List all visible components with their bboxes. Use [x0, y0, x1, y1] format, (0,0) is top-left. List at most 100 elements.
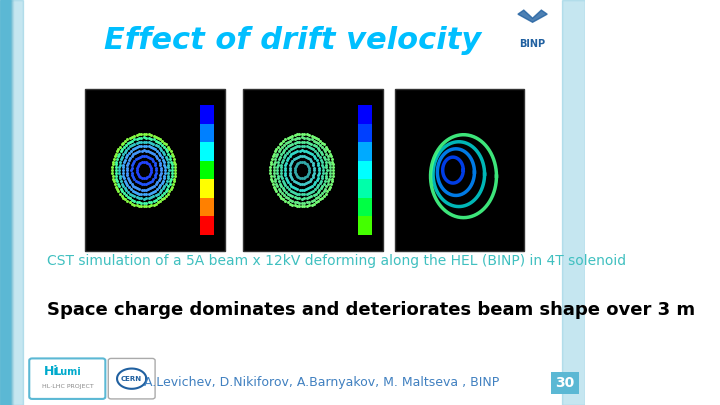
Point: [269, 161, 280, 168]
Point: [279, 182, 291, 189]
Bar: [19, 0, 22, 405]
Point: [288, 156, 300, 162]
Point: [150, 164, 162, 171]
Point: [272, 161, 284, 168]
Point: [114, 161, 125, 168]
Point: [112, 148, 123, 154]
Bar: [19, 0, 22, 405]
Bar: [4, 0, 6, 405]
Point: [157, 156, 168, 163]
Point: [278, 142, 289, 148]
Point: [134, 148, 145, 154]
Point: [323, 158, 335, 165]
Bar: [14, 0, 17, 405]
Point: [128, 201, 140, 208]
Point: [287, 141, 298, 147]
Point: [121, 169, 132, 176]
Point: [290, 163, 302, 169]
Point: [266, 178, 278, 185]
Point: [163, 153, 175, 160]
Point: [114, 164, 125, 171]
Point: [301, 199, 312, 205]
Point: [126, 153, 138, 160]
Point: [276, 151, 287, 158]
Point: [152, 179, 163, 185]
Point: [292, 148, 303, 154]
Point: [131, 167, 143, 173]
Point: [313, 164, 325, 171]
Point: [320, 159, 331, 165]
Point: [310, 155, 321, 161]
Bar: [27, 0, 30, 405]
Point: [132, 149, 143, 155]
Point: [271, 188, 282, 195]
Point: [285, 160, 297, 166]
Point: [144, 155, 156, 161]
FancyBboxPatch shape: [108, 358, 155, 399]
Point: [168, 158, 180, 165]
Point: [272, 173, 284, 179]
Point: [133, 173, 145, 179]
Point: [140, 159, 151, 165]
Point: [117, 164, 129, 171]
Point: [273, 148, 284, 155]
Bar: [24, 0, 27, 405]
Point: [165, 148, 176, 154]
Point: [320, 164, 332, 171]
Point: [163, 151, 174, 157]
Point: [114, 143, 126, 150]
Point: [112, 178, 123, 185]
Point: [299, 131, 310, 137]
Point: [296, 191, 307, 198]
Point: [117, 146, 128, 152]
Point: [315, 156, 327, 163]
Point: [143, 139, 154, 145]
Point: [284, 169, 295, 176]
Bar: [12, 0, 14, 405]
Point: [314, 154, 325, 160]
Point: [130, 184, 141, 190]
Point: [138, 134, 150, 141]
Point: [161, 178, 173, 184]
Point: [131, 135, 143, 142]
Point: [312, 140, 324, 147]
Point: [271, 181, 282, 187]
Bar: [19, 0, 22, 405]
Point: [284, 192, 296, 198]
Point: [134, 153, 145, 160]
FancyBboxPatch shape: [85, 89, 225, 251]
Point: [296, 159, 307, 165]
Point: [265, 173, 276, 179]
Point: [292, 191, 303, 197]
Point: [315, 149, 327, 155]
Bar: [4, 0, 6, 405]
FancyBboxPatch shape: [200, 161, 214, 179]
Point: [136, 159, 148, 165]
Point: [157, 185, 168, 192]
Point: [136, 186, 148, 193]
Point: [150, 133, 162, 140]
Point: [133, 139, 145, 145]
Point: [166, 170, 178, 176]
Point: [112, 186, 123, 192]
Point: [143, 148, 154, 154]
Point: [308, 169, 320, 176]
Point: [294, 131, 305, 137]
Text: Hi: Hi: [44, 364, 58, 377]
Point: [269, 156, 281, 162]
Point: [318, 153, 330, 160]
Point: [124, 195, 135, 202]
Point: [324, 173, 336, 179]
Point: [271, 145, 282, 152]
Point: [310, 191, 321, 197]
Bar: [25, 0, 28, 405]
Point: [310, 143, 321, 149]
Point: [287, 201, 298, 208]
Point: [169, 164, 181, 171]
Bar: [14, 0, 17, 405]
Text: 30: 30: [555, 376, 575, 390]
Point: [112, 153, 124, 160]
Point: [131, 190, 143, 196]
Point: [323, 186, 335, 192]
Point: [271, 151, 283, 157]
